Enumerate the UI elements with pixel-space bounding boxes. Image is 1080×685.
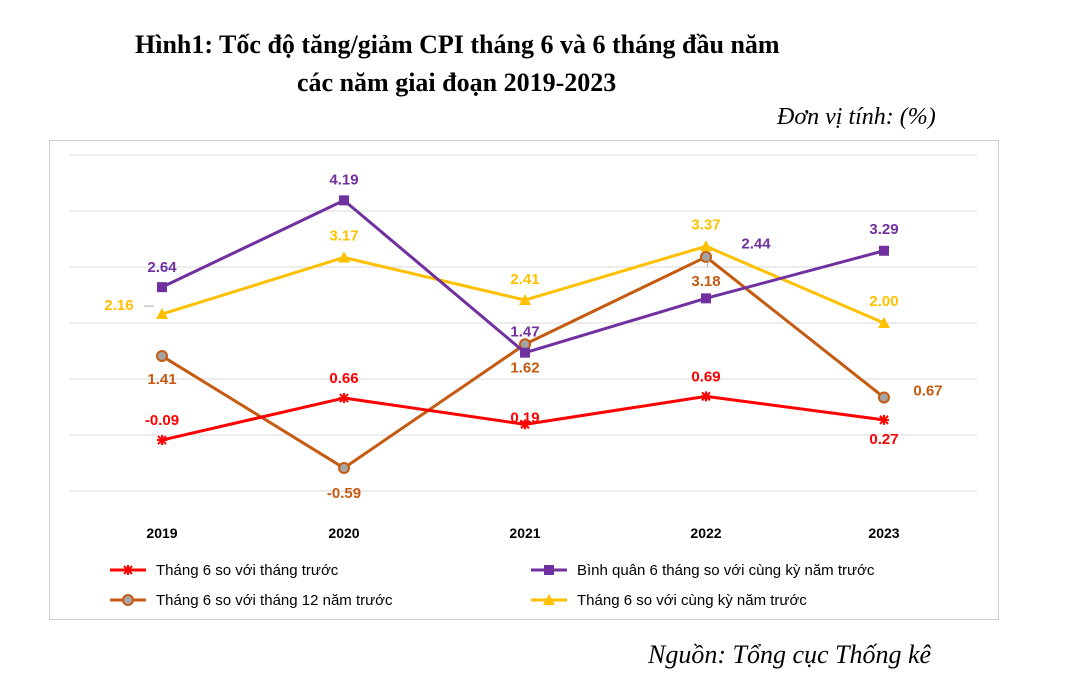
square-marker	[157, 282, 167, 293]
chart-frame	[49, 140, 999, 620]
data-label: 0.69	[691, 368, 720, 385]
star-marker	[701, 391, 711, 402]
circle-marker	[338, 462, 350, 475]
star-marker	[879, 414, 889, 425]
triangle-marker	[543, 594, 555, 605]
data-label: -0.59	[327, 485, 361, 502]
x-tick-label: 2020	[328, 525, 359, 541]
square-marker	[879, 245, 889, 256]
legend-item: Tháng 6 so với tháng 12 năm trước	[110, 592, 393, 609]
x-tick-label: 2023	[868, 525, 899, 541]
star-marker	[123, 565, 133, 575]
square-marker	[544, 565, 554, 575]
gridlines	[70, 154, 977, 492]
data-label: 0.67	[913, 382, 942, 399]
square-marker	[520, 347, 530, 358]
legend-label: Tháng 6 so với tháng 12 năm trước	[156, 592, 393, 609]
data-label: 4.19	[329, 171, 358, 188]
data-label: 2.41	[510, 271, 539, 288]
circle-marker	[700, 250, 712, 263]
data-label: -0.09	[145, 412, 179, 429]
legend-label: Tháng 6 so với cùng kỳ năm trước	[577, 592, 807, 609]
star-marker	[339, 393, 349, 404]
triangle-marker	[156, 308, 168, 320]
data-label: 3.29	[869, 221, 898, 238]
legend-item: Tháng 6 so với tháng trước	[110, 562, 339, 579]
data-label: 3.18	[691, 273, 720, 290]
legend-item: Bình quân 6 tháng so với cùng kỳ năm trư…	[531, 562, 875, 579]
data-label: 3.37	[691, 216, 720, 233]
triangle-marker	[338, 251, 350, 263]
chart-title-line2: các năm giai đoạn 2019-2023	[297, 68, 617, 97]
data-label: 1.62	[510, 359, 539, 376]
triangle-marker	[700, 240, 712, 252]
legend-label: Bình quân 6 tháng so với cùng kỳ năm trư…	[577, 562, 875, 579]
chart-title-line1: Hình1: Tốc độ tăng/giảm CPI tháng 6 và 6…	[135, 30, 780, 59]
series-2	[157, 195, 889, 358]
legend-item: Tháng 6 so với cùng kỳ năm trước	[531, 592, 807, 609]
data-label: 2.44	[741, 235, 771, 252]
circle-marker	[878, 391, 890, 404]
source-note: Nguồn: Tổng cục Thống kê	[648, 640, 932, 669]
x-tick-label: 2021	[509, 525, 540, 541]
x-tick-label: 2019	[146, 525, 177, 541]
triangle-marker	[519, 294, 531, 306]
unit-label: Đơn vị tính: (%)	[777, 104, 936, 130]
leader-lines	[144, 258, 710, 307]
square-marker	[339, 195, 349, 206]
series-1	[157, 391, 889, 446]
data-label: 0.66	[329, 370, 358, 387]
star-marker	[157, 435, 167, 446]
x-tick-label: 2022	[690, 525, 721, 541]
data-label: 2.64	[147, 259, 177, 276]
data-label: 0.19	[510, 409, 539, 426]
leader-line	[706, 258, 710, 268]
triangle-marker	[878, 317, 890, 328]
data-label: 0.27	[869, 431, 898, 448]
circle-marker	[122, 594, 134, 606]
legend-label: Tháng 6 so với tháng trước	[156, 562, 339, 579]
series-4	[156, 240, 890, 328]
square-marker	[701, 293, 711, 304]
data-label: 2.00	[869, 293, 898, 310]
data-label: 1.47	[510, 324, 539, 341]
circle-marker	[156, 350, 168, 363]
data-label: 3.17	[329, 227, 358, 244]
data-label: 2.16	[104, 297, 133, 314]
data-label: 1.41	[147, 371, 176, 388]
star-marker	[520, 419, 530, 430]
